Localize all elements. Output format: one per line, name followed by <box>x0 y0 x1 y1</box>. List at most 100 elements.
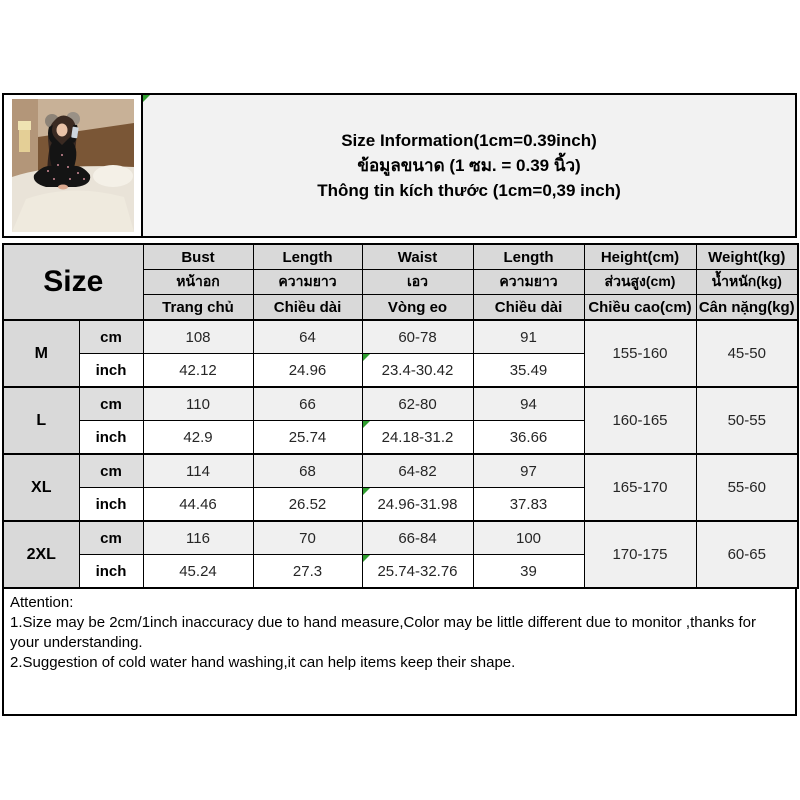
title-english: Size Information(1cm=0.39inch) <box>341 130 597 150</box>
size-table: Size Bust Length Waist Length Height(cm)… <box>2 243 799 589</box>
row-l-inch: inch 42.9 25.74 24.18-31.2 36.66 <box>3 420 798 455</box>
xl-length-cm: 68 <box>252 453 363 488</box>
column-header-bust: Bust <box>142 243 254 270</box>
column-header-height: Height(cm) <box>583 243 697 270</box>
size-header-cell: Size <box>2 243 144 321</box>
excel-error-marker-icon <box>363 555 370 562</box>
product-photo-cell <box>4 95 143 236</box>
column-header-length-th: ความยาว <box>252 269 363 295</box>
size-chart-sheet: Size Information(1cm=0.39inch) ข้อมูลขนา… <box>2 93 799 716</box>
xl-waist-inch-cell: 24.96-31.98 <box>361 487 474 522</box>
column-header-length-vi: Chiều dài <box>252 294 363 321</box>
header-section: Size Information(1cm=0.39inch) ข้อมูลขนา… <box>2 93 797 238</box>
column-header-length2-vi: Chiều dài <box>472 294 585 321</box>
column-header-length: Length <box>252 243 363 270</box>
excel-error-marker-icon <box>363 354 370 361</box>
2xl-bust-inch: 45.24 <box>142 554 254 589</box>
column-header-bust-th: หน้าอก <box>142 269 254 295</box>
row-xl-cm: XL cm 114 68 64-82 97 165-170 55-60 <box>2 453 799 522</box>
model-figure <box>33 112 90 190</box>
2xl-waist-inch-cell: 25.74-32.76 <box>361 554 474 589</box>
row-2xl-inch: inch 45.24 27.3 25.74-32.76 39 <box>3 554 798 589</box>
size-label-m: M <box>2 319 80 388</box>
product-photo <box>11 99 134 232</box>
title-vietnamese: Thông tin kích thước (1cm=0,39 inch) <box>317 180 621 200</box>
l-length2-inch: 36.66 <box>472 420 585 455</box>
2xl-length-inch: 27.3 <box>252 554 363 589</box>
xl-waist-cm: 64-82 <box>361 453 474 488</box>
l-length-cm: 66 <box>252 386 363 421</box>
row-2xl-cm: 2XL cm 116 70 66-84 100 170-175 60-65 <box>2 520 799 589</box>
m-height: 155-160 <box>583 319 697 388</box>
m-length-cm: 64 <box>252 319 363 354</box>
l-waist-inch: 24.18-31.2 <box>381 428 454 446</box>
m-waist-cm: 60-78 <box>361 319 474 354</box>
l-bust-inch: 42.9 <box>142 420 254 455</box>
l-weight: 50-55 <box>695 386 799 455</box>
l-waist-cm: 62-80 <box>361 386 474 421</box>
column-header-waist: Waist <box>361 243 474 270</box>
column-header-weight: Weight(kg) <box>695 243 799 270</box>
2xl-height: 170-175 <box>583 520 697 589</box>
header-row-thai: หน้าอก ความยาว เอว ความยาว ส่วนสูง(cm) น… <box>3 269 799 295</box>
column-header-waist-vi: Vòng eo <box>361 294 474 321</box>
xl-bust-inch: 44.46 <box>142 487 254 522</box>
xl-bust-cm: 114 <box>142 453 254 488</box>
column-header-length2: Length <box>472 243 585 270</box>
m-weight: 45-50 <box>695 319 799 388</box>
l-length-inch: 25.74 <box>252 420 363 455</box>
m-waist-inch-cell: 23.4-30.42 <box>361 353 474 388</box>
size-label-2xl: 2XL <box>2 520 80 589</box>
unit-cm: cm <box>78 319 144 354</box>
header-row-english: Size Bust Length Waist Length Height(cm)… <box>2 243 799 321</box>
excel-error-marker-icon <box>143 95 150 102</box>
attention-heading: Attention: <box>10 594 74 611</box>
size-label-l: L <box>2 386 80 455</box>
xl-height: 165-170 <box>583 453 697 522</box>
header-row-vietnamese: Trang chủ Chiều dài Vòng eo Chiều dài Ch… <box>3 294 799 321</box>
column-header-weight-vi: Cân nặng(kg) <box>695 294 799 321</box>
unit-inch: inch <box>78 353 144 388</box>
attention-note: Attention: 1.Size may be 2cm/1inch inacc… <box>2 589 797 716</box>
size-info-title-block: Size Information(1cm=0.39inch) ข้อมูลขนา… <box>143 95 795 236</box>
l-bust-cm: 110 <box>142 386 254 421</box>
xl-length-inch: 26.52 <box>252 487 363 522</box>
m-waist-inch: 23.4-30.42 <box>381 361 454 379</box>
m-length2-cm: 91 <box>472 319 585 354</box>
xl-length2-cm: 97 <box>472 453 585 488</box>
column-header-length2-th: ความยาว <box>472 269 585 295</box>
unit-inch: inch <box>78 554 144 589</box>
2xl-weight: 60-65 <box>695 520 799 589</box>
xl-length2-inch: 37.83 <box>472 487 585 522</box>
unit-cm: cm <box>78 520 144 555</box>
unit-inch: inch <box>78 487 144 522</box>
row-xl-inch: inch 44.46 26.52 24.96-31.98 37.83 <box>3 487 798 522</box>
xl-weight: 55-60 <box>695 453 799 522</box>
row-l-cm: L cm 110 66 62-80 94 160-165 50-55 <box>2 386 799 455</box>
title-thai: ข้อมูลขนาด (1 ซม. = 0.39 นิ้ว) <box>357 155 581 175</box>
column-header-height-vi: Chiều cao(cm) <box>583 294 697 321</box>
2xl-length-cm: 70 <box>252 520 363 555</box>
unit-cm: cm <box>78 386 144 421</box>
2xl-waist-cm: 66-84 <box>361 520 474 555</box>
unit-inch: inch <box>78 420 144 455</box>
attention-line-2: 2.Suggestion of cold water hand washing,… <box>10 654 516 671</box>
excel-error-marker-icon <box>363 421 370 428</box>
column-header-waist-th: เอว <box>361 269 474 295</box>
l-length2-cm: 94 <box>472 386 585 421</box>
column-header-bust-vi: Trang chủ <box>142 294 254 321</box>
m-length-inch: 24.96 <box>252 353 363 388</box>
2xl-length2-inch: 39 <box>472 554 585 589</box>
row-m-inch: inch 42.12 24.96 23.4-30.42 35.49 <box>3 353 798 388</box>
size-label-xl: XL <box>2 453 80 522</box>
unit-cm: cm <box>78 453 144 488</box>
xl-waist-inch: 24.96-31.98 <box>377 495 458 513</box>
l-waist-inch-cell: 24.18-31.2 <box>361 420 474 455</box>
row-m-cm: M cm 108 64 60-78 91 155-160 45-50 <box>2 319 799 388</box>
m-length2-inch: 35.49 <box>472 353 585 388</box>
m-bust-inch: 42.12 <box>142 353 254 388</box>
attention-line-1: 1.Size may be 2cm/1inch inaccuracy due t… <box>10 614 756 651</box>
column-header-height-th: ส่วนสูง(cm) <box>583 269 697 295</box>
m-bust-cm: 108 <box>142 319 254 354</box>
excel-error-marker-icon <box>363 488 370 495</box>
